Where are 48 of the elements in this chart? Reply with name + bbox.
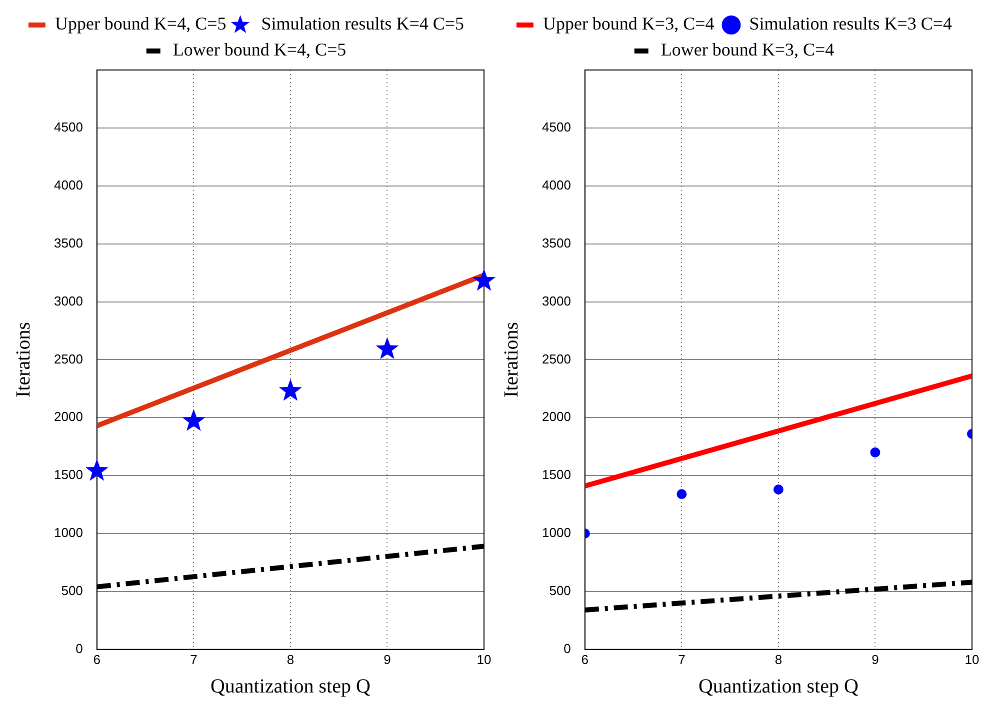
legend-label: Upper bound K=3, C=4 [542, 14, 714, 34]
legend-label: Lower bound K=3, C=4 [660, 40, 834, 60]
x-tick-label: 6 [93, 652, 101, 667]
y-tick-label: 0 [76, 640, 83, 656]
y-tick-label: 1500 [54, 467, 83, 482]
point [278, 378, 302, 401]
y-axis-title: Iterations [500, 322, 522, 398]
x-tick-label: 9 [384, 652, 391, 667]
x-tick-label: 10 [964, 652, 980, 667]
x-tick-label: 7 [678, 652, 686, 667]
point [472, 268, 496, 291]
x-tick-label: 9 [872, 652, 879, 667]
x-axis-title: Quantization step Q [210, 675, 371, 698]
point [376, 337, 399, 360]
point [676, 489, 687, 500]
legend-label: Simulation results K=3 C=4 [749, 14, 952, 34]
y-tick-label: 2000 [54, 409, 83, 424]
y-tick-label: 2500 [542, 351, 571, 366]
y-tick-label: 500 [61, 583, 83, 598]
y-tick-label: 4000 [54, 177, 83, 192]
y-tick-label: 1000 [54, 525, 83, 540]
x-axis-title: Quantization step Q [698, 675, 859, 698]
x-tick-label: 6 [581, 652, 589, 667]
legend-label: Upper bound K=4, C=5 [54, 14, 226, 34]
x-tick-label: 8 [774, 652, 782, 667]
legend-label: Lower bound K=4, C=5 [172, 40, 346, 60]
y-tick-label: 3000 [542, 293, 571, 308]
y-tick-label: 3500 [54, 235, 83, 250]
y-tick-label: 2000 [542, 409, 571, 424]
y-tick-label: 1000 [542, 525, 571, 540]
y-tick-label: 1500 [542, 467, 571, 482]
point [773, 484, 784, 494]
y-tick-label: 4500 [542, 120, 571, 135]
legend-label: Simulation results K=4 C=5 [261, 14, 464, 34]
y-tick-label: 4500 [54, 120, 83, 135]
point [870, 447, 880, 458]
y-tick-label: 2500 [54, 351, 83, 366]
x-tick-label: 10 [476, 652, 492, 667]
y-tick-label: 4000 [542, 177, 571, 192]
y-tick-label: 3500 [542, 235, 571, 250]
point [85, 458, 108, 481]
y-tick-label: 500 [549, 583, 571, 598]
x-tick-label: 8 [286, 652, 294, 667]
point [182, 409, 206, 431]
y-tick-label: 3000 [54, 293, 83, 308]
x-tick-label: 7 [190, 652, 198, 667]
y-tick-label: 0 [564, 640, 571, 656]
y-axis-title: Iterations [12, 322, 34, 398]
